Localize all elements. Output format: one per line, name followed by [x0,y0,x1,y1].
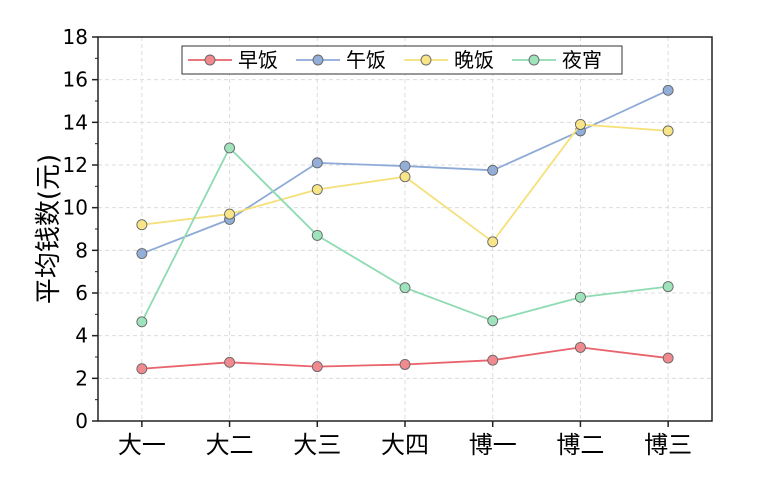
legend-item: 晚饭 [404,48,494,72]
legend-marker [420,54,432,66]
data-point [136,219,148,231]
x-axis: 大一 大二 大三 大四 博一 博二 博三 [118,421,692,459]
y-axis-title: 平均钱数(元) [34,154,64,304]
x-tick-label: 大一 [118,431,166,459]
data-point [224,142,236,154]
data-point [399,282,411,294]
data-point [662,281,674,293]
legend-item: 夜宵 [512,48,602,72]
data-point [662,352,674,364]
data-point [487,164,499,176]
legend-item: 午饭 [296,48,386,72]
legend-label: 早饭 [238,48,278,72]
y-tick-label: 10 [63,196,88,220]
y-tick-label: 6 [75,281,88,305]
data-point [487,354,499,366]
x-tick-label: 大四 [381,431,429,459]
data-point [311,361,323,373]
legend-marker [312,54,324,66]
y-axis: 0 2 4 6 8 10 12 14 16 18 [63,25,98,433]
y-tick-label: 14 [63,110,88,134]
series-3 [136,119,674,248]
legend-marker [528,54,540,66]
data-point [136,363,148,375]
legend-item: 早饭 [188,48,278,72]
data-point [224,356,236,368]
y-tick-label: 12 [63,153,88,177]
x-tick-label: 博一 [469,431,517,459]
y-tick-label: 18 [63,25,88,49]
data-point [136,248,148,259]
data-point [574,291,586,303]
legend-label: 夜宵 [562,48,602,72]
series-layer [136,84,674,375]
legend-label: 晚饭 [454,48,494,72]
data-point [399,359,411,370]
data-point [574,341,586,353]
data-point [487,315,499,327]
x-tick-label: 博二 [556,431,604,459]
x-tick-label: 大三 [293,431,341,459]
y-tick-label: 8 [75,238,88,262]
data-point [399,171,411,183]
x-tick-label: 大二 [206,431,254,459]
legend-label: 午饭 [346,48,386,72]
x-tick-label: 博三 [644,431,692,459]
y-tick-label: 0 [75,409,88,433]
y-tick-label: 2 [75,366,88,390]
legend-marker [204,54,216,66]
series-1 [136,341,674,375]
data-point [224,208,236,220]
data-point [311,157,323,169]
y-tick-label: 4 [75,324,88,348]
data-point [311,184,323,195]
legend: 早饭 午饭 晚饭 夜宵 [181,45,623,75]
data-point [399,160,411,172]
data-point [662,84,674,96]
data-point [574,119,586,130]
series-4 [136,142,674,328]
data-point [136,316,148,328]
data-point [487,236,499,248]
y-tick-label: 16 [63,68,88,92]
data-point [662,125,674,137]
data-point [311,229,323,241]
